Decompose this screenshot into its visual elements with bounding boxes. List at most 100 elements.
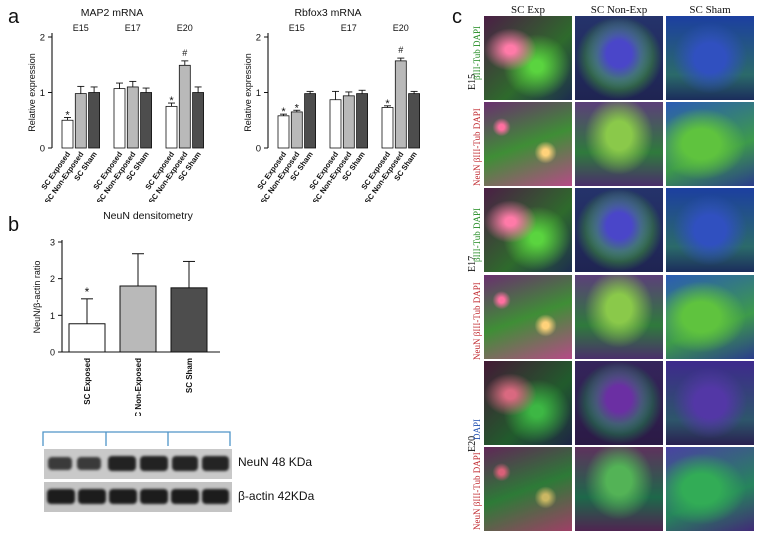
group-label: E15 <box>289 23 305 33</box>
micrograph-r1-c3 <box>666 16 754 100</box>
significance-marker: * <box>65 109 70 121</box>
group-label: E20 <box>393 23 409 33</box>
micrograph-r6-c3 <box>666 447 754 531</box>
y-tick-label: 3 <box>50 238 55 248</box>
y-tick-label: 0 <box>40 144 45 155</box>
y-axis-label: NeuN/β-actin ratio <box>32 261 42 334</box>
x-tick-label: SC Non-Exposed <box>134 358 143 416</box>
y-tick-label: 2 <box>50 274 55 284</box>
chart-title: NeuN densitometry <box>103 210 194 222</box>
bar <box>88 92 100 149</box>
bar <box>178 64 191 149</box>
y-tick-label: 0 <box>50 348 55 358</box>
row-label-e17-row1: βIII-Tub DAPI <box>472 208 482 262</box>
neun-blot <box>44 449 232 479</box>
y-tick-label: 1 <box>40 88 45 99</box>
bar <box>126 86 139 149</box>
significance-marker: # <box>182 48 187 58</box>
neun-densitometry-chart: NeuN densitometry 0 1 2 3 NeuN/β-actin ratio *… <box>32 210 220 416</box>
neun-band-3 <box>108 456 136 471</box>
significance-marker: * <box>295 102 300 114</box>
column-header-sc-exp: SC Exp <box>511 4 545 16</box>
neun-band-6 <box>202 456 229 471</box>
micrograph-r4-c3 <box>666 274 754 359</box>
y-tick-label: 1 <box>50 311 55 321</box>
significance-marker: * <box>385 98 390 110</box>
micrograph-r4-c1 <box>484 274 572 359</box>
significance-marker: * <box>85 285 90 299</box>
y-tick-label: 0 <box>256 144 261 155</box>
actin-band-3 <box>109 489 137 504</box>
micrograph-r3-c1 <box>484 188 572 273</box>
significance-marker: * <box>281 106 286 118</box>
row-label-e20-row1-text: DAPI <box>472 418 482 440</box>
row-label-e15-row1: βIII-Tub DAPI <box>472 26 482 80</box>
row-label-e20-row2-text: NeuN βIII-Tub DAPI <box>472 452 482 530</box>
actin-band-5 <box>171 489 199 504</box>
bar <box>61 119 74 149</box>
bar <box>119 285 157 353</box>
actin-blot-label: β-actin 42KDa <box>238 489 315 503</box>
micrograph-r2-c1 <box>484 102 572 187</box>
micrograph-r3-c2 <box>575 188 663 273</box>
row-label-e17-row1-text: βIII-Tub DAPI <box>472 208 482 262</box>
y-tick-label: 2 <box>256 33 261 44</box>
group-label: E17 <box>125 23 141 33</box>
neun-band-2 <box>77 457 101 470</box>
bar <box>356 93 368 149</box>
bar <box>170 287 208 353</box>
panel-c-label: c <box>452 6 462 28</box>
bar <box>113 88 126 149</box>
x-tick-label: SC Exposed <box>83 358 92 405</box>
micrograph-r1-c1 <box>484 16 572 100</box>
bar <box>394 60 407 149</box>
micrograph-r6-c2 <box>575 447 663 531</box>
micrograph-r5-c1 <box>484 360 572 445</box>
neun-band-4 <box>140 456 168 471</box>
row-label-e17-row2-text: NeuN βIII-Tub DAPI <box>472 282 482 360</box>
chart-title: MAP2 mRNA <box>81 7 143 19</box>
significance-marker: * <box>169 95 174 107</box>
micrograph-r3-c3 <box>666 188 754 273</box>
y-axis-label: Relative expression <box>27 53 37 132</box>
group-label: E20 <box>177 23 193 33</box>
actin-band-6 <box>202 489 229 504</box>
panel-b-label: b <box>8 214 20 236</box>
y-tick-label: 2 <box>40 33 45 44</box>
row-label-e20-row1: DAPI <box>472 419 482 440</box>
micrograph-grid <box>484 16 754 534</box>
actin-band-4 <box>140 489 168 504</box>
group-label: E17 <box>341 23 357 33</box>
micrograph-r2-c2 <box>575 102 663 187</box>
x-tick-label: SC Sham <box>185 358 194 393</box>
bar <box>140 92 152 149</box>
y-tick-label: 1 <box>256 88 261 99</box>
row-label-e20-row2: NeuN βIII-Tub DAPI <box>472 452 482 530</box>
panel-a-label: a <box>8 6 20 28</box>
actin-band-2 <box>78 489 106 504</box>
row-label-e15-row2: NeuN βIII-Tub DAPI <box>472 108 482 186</box>
actin-band-1 <box>47 489 75 504</box>
micrograph-r6-c1 <box>484 447 572 531</box>
chart-title: Rbfox3 mRNA <box>294 7 361 19</box>
column-header-sc-sham: SC Sham <box>689 4 731 16</box>
row-label-e15-row2-text: NeuN βIII-Tub DAPI <box>472 108 482 186</box>
y-axis-label: Relative expression <box>243 53 253 132</box>
micrograph-r5-c3 <box>666 360 754 445</box>
bar <box>192 92 205 149</box>
bar <box>408 93 421 149</box>
micrograph-r5-c2 <box>575 360 663 445</box>
bar <box>329 99 342 149</box>
bar <box>74 93 87 149</box>
neun-band-1 <box>48 457 72 470</box>
bar <box>342 95 355 149</box>
bar <box>277 115 290 149</box>
bar <box>304 93 316 149</box>
micrograph-r2-c3 <box>666 102 754 187</box>
actin-blot <box>44 482 232 512</box>
column-header-sc-non-exp: SC Non-Exp <box>590 4 648 16</box>
neun-band-5 <box>172 456 198 471</box>
bar <box>68 323 106 353</box>
